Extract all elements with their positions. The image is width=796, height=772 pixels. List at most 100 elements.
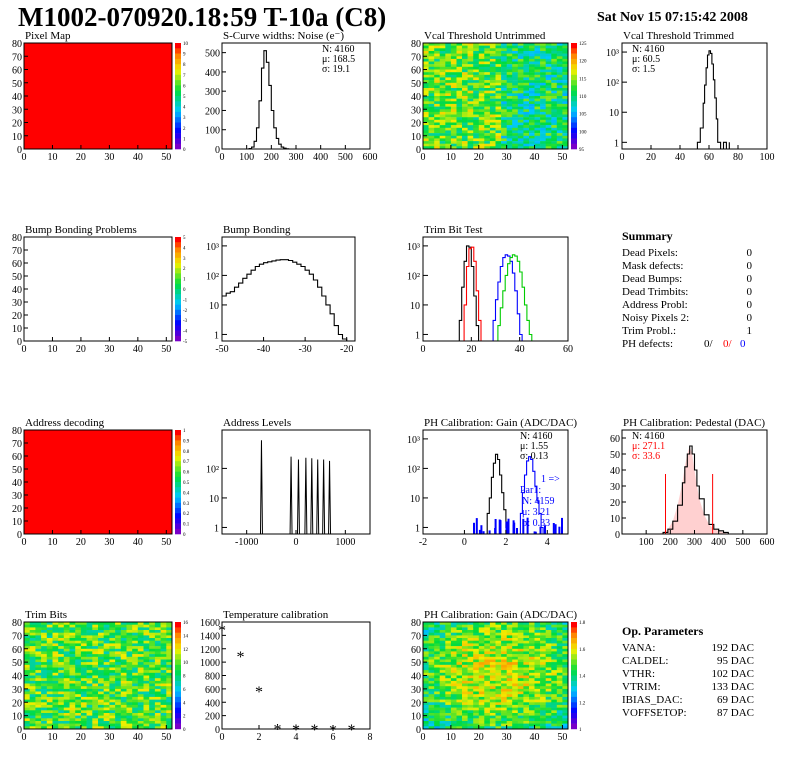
heatmap-cell bbox=[428, 723, 435, 727]
heatmap-cell bbox=[501, 96, 507, 99]
heatmap-cell bbox=[495, 56, 502, 60]
heatmap-cell bbox=[109, 715, 116, 719]
heatmap-cell bbox=[523, 93, 530, 97]
heatmap-cell bbox=[529, 651, 535, 655]
heatmap-cell bbox=[462, 66, 468, 70]
chart-ph-gain: PH Calibration: Gain (ADC/DAC)-2 0 2 411010… bbox=[407, 417, 577, 548]
heatmap-cell bbox=[545, 646, 552, 650]
heatmap-cell bbox=[562, 130, 569, 134]
heatmap-cell bbox=[29, 702, 36, 706]
colorbar-segment bbox=[571, 723, 577, 730]
heatmap-cell bbox=[143, 715, 150, 719]
heatmap-cell bbox=[501, 688, 507, 692]
heatmap-cell bbox=[512, 696, 519, 700]
heatmap-cell bbox=[423, 646, 429, 650]
heatmap-cell bbox=[545, 125, 552, 128]
heatmap-cell bbox=[473, 635, 480, 639]
heatmap-cell bbox=[132, 723, 139, 727]
heatmap-cell bbox=[529, 56, 535, 60]
colorbar-tick-label: 3 bbox=[183, 116, 186, 121]
heatmap-cell bbox=[551, 680, 558, 684]
y-tick-label: 0 bbox=[17, 725, 22, 736]
heatmap-cell bbox=[98, 638, 104, 641]
heatmap-cell bbox=[92, 664, 99, 668]
heatmap-cell bbox=[478, 101, 485, 105]
heatmap-cell bbox=[86, 688, 93, 692]
heatmap-cell bbox=[24, 624, 30, 628]
heatmap-cell bbox=[462, 710, 468, 714]
heatmap-cell bbox=[154, 662, 161, 666]
row-value: 0 bbox=[746, 312, 753, 324]
heatmap-cell bbox=[450, 723, 457, 727]
heatmap-cell bbox=[115, 648, 122, 652]
colorbar-segment bbox=[175, 133, 181, 139]
x-tick-label: -50 bbox=[215, 344, 228, 355]
heatmap-cell bbox=[501, 627, 507, 631]
heatmap-cell bbox=[69, 678, 76, 682]
heatmap-cell bbox=[126, 635, 133, 639]
colorbar-tick-label: 0.4 bbox=[183, 491, 190, 496]
heatmap-cell bbox=[473, 43, 480, 46]
heatmap-cell bbox=[562, 138, 569, 142]
heatmap-cell bbox=[456, 48, 463, 52]
heatmap-cell bbox=[512, 133, 519, 136]
heatmap-cell bbox=[534, 713, 541, 716]
heatmap-cell bbox=[98, 651, 104, 655]
heatmap-cell bbox=[149, 715, 156, 719]
heatmap-cell bbox=[439, 82, 446, 86]
heatmap-cell bbox=[428, 635, 435, 639]
heatmap-cell bbox=[103, 713, 110, 716]
heatmap-cell bbox=[46, 718, 53, 722]
heatmap-cell bbox=[126, 656, 133, 660]
heatmap-cell bbox=[473, 125, 480, 128]
heatmap-cell bbox=[467, 667, 474, 671]
heatmap-cell bbox=[109, 656, 116, 660]
colorbar-segment bbox=[175, 718, 181, 724]
heatmap-cell bbox=[58, 670, 65, 674]
heatmap-cell bbox=[115, 710, 122, 714]
heatmap-cell bbox=[517, 726, 524, 730]
y-tick-label: 0 bbox=[17, 337, 22, 348]
heatmap-cell bbox=[160, 696, 167, 700]
heatmap-cell bbox=[456, 664, 463, 668]
heatmap-cell bbox=[523, 683, 530, 687]
series-line bbox=[518, 456, 544, 535]
heatmap-cell bbox=[75, 622, 82, 625]
heatmap-cell bbox=[489, 723, 496, 727]
heatmap-cell bbox=[41, 678, 48, 682]
x-tick-label: 500 bbox=[338, 152, 353, 163]
heatmap-cell bbox=[445, 122, 452, 126]
colorbar-tick-label: -3 bbox=[183, 319, 188, 324]
heatmap-cell bbox=[35, 632, 42, 636]
heatmap-cell bbox=[80, 683, 87, 687]
heatmap-cell bbox=[69, 675, 76, 679]
heatmap-cell bbox=[512, 127, 519, 131]
heatmap-cell bbox=[529, 718, 535, 722]
heatmap-cell bbox=[115, 640, 122, 644]
heatmap-cell bbox=[495, 106, 502, 110]
heatmap-cell bbox=[434, 127, 441, 131]
heatmap-cell bbox=[428, 672, 435, 676]
colorbar-segment bbox=[571, 127, 577, 134]
heatmap-cell bbox=[456, 675, 463, 679]
heatmap-cell bbox=[149, 640, 156, 644]
heatmap-cell bbox=[506, 640, 513, 644]
heatmap-cell bbox=[75, 630, 82, 633]
heatmap-cell bbox=[556, 710, 563, 714]
heatmap-cell bbox=[540, 726, 546, 730]
param-rows: VANA: 192 DAC CALDEL: 95 DAC VTHR: 102 DAC VTR… bbox=[622, 642, 754, 720]
heatmap-cell bbox=[517, 646, 524, 650]
heatmap-cell bbox=[160, 678, 167, 682]
heatmap-cell bbox=[46, 686, 53, 690]
heatmap-cell bbox=[137, 718, 144, 722]
heatmap-cell bbox=[132, 691, 139, 695]
heatmap-cell bbox=[120, 718, 127, 722]
heatmap-cell bbox=[478, 662, 485, 666]
heatmap-cell bbox=[434, 69, 441, 73]
heatmap-cell bbox=[512, 638, 519, 641]
heatmap-cell bbox=[529, 664, 535, 668]
heatmap-cell bbox=[484, 688, 491, 692]
heatmap-cell bbox=[517, 635, 524, 639]
heatmap-cell bbox=[126, 651, 133, 655]
x-tick-label: 300 bbox=[687, 537, 702, 548]
